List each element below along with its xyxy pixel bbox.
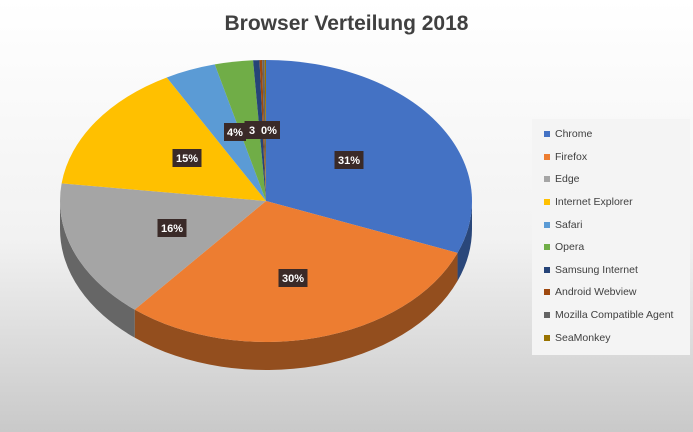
pie-slice-safari <box>166 64 266 201</box>
legend-item-opera: Opera <box>532 236 690 259</box>
pie-slice-chrome <box>266 60 472 253</box>
legend-swatch <box>544 221 550 228</box>
data-label: 3 <box>244 121 260 139</box>
legend-item-chrome: Chrome <box>532 123 690 146</box>
legend-label: Mozilla Compatible Agent <box>555 309 674 322</box>
svg-text:16%: 16% <box>161 223 183 235</box>
svg-text:4%: 4% <box>227 127 243 139</box>
legend-item-android-webview: Android Webview <box>532 281 690 304</box>
legend-item-firefox: Firefox <box>532 146 690 169</box>
legend-swatch <box>544 334 550 341</box>
pie-slice-edge <box>59 183 266 310</box>
data-label: 31% <box>334 151 364 169</box>
data-label: 0% <box>258 121 280 139</box>
legend-label: Samsung Internet <box>555 263 638 276</box>
legend-item-samsung-internet: Samsung Internet <box>532 259 690 282</box>
legend-label: Opera <box>555 241 585 254</box>
data-label: 16% <box>157 219 187 237</box>
pie-side-firefox <box>134 252 458 370</box>
pie-side-edge <box>60 201 135 338</box>
data-label: 30% <box>278 269 308 287</box>
legend-item-edge: Edge <box>532 168 690 191</box>
legend-swatch <box>544 131 550 138</box>
legend-label: Firefox <box>555 150 588 163</box>
svg-text:15%: 15% <box>176 153 198 165</box>
pie-slice-internet-explorer <box>61 77 266 201</box>
chart-title: Browser Verteilung 2018 <box>224 12 469 35</box>
legend-item-safari: Safari <box>532 213 690 236</box>
data-label: 4% <box>224 123 246 141</box>
data-label: 15% <box>172 149 202 167</box>
svg-text:3: 3 <box>249 125 255 137</box>
pie-side-chrome <box>457 201 472 281</box>
legend-label: Edge <box>555 173 580 186</box>
legend-swatch <box>544 153 550 160</box>
legend-swatch <box>544 312 550 319</box>
legend-label: Chrome <box>555 128 593 141</box>
legend-label: Android Webview <box>555 286 637 299</box>
legend-label: Safari <box>555 218 583 231</box>
legend-swatch <box>544 199 550 206</box>
legend-swatch <box>544 176 550 183</box>
legend-label: Internet Explorer <box>555 196 633 209</box>
svg-text:31%: 31% <box>338 155 360 167</box>
legend-item-seamonkey: SeaMonkey <box>532 326 690 349</box>
legend-swatch <box>544 289 550 296</box>
legend-label: SeaMonkey <box>555 331 611 344</box>
svg-text:30%: 30% <box>282 273 304 285</box>
svg-text:0%: 0% <box>261 125 277 137</box>
legend-item-internet-explorer: Internet Explorer <box>532 191 690 214</box>
legend-swatch <box>544 244 550 251</box>
legend-swatch <box>544 266 550 273</box>
legend-item-mozilla-compatible-agent: Mozilla Compatible Agent <box>532 304 690 327</box>
legend: Chrome Firefox Edge Internet Explorer Safari… <box>532 119 690 355</box>
